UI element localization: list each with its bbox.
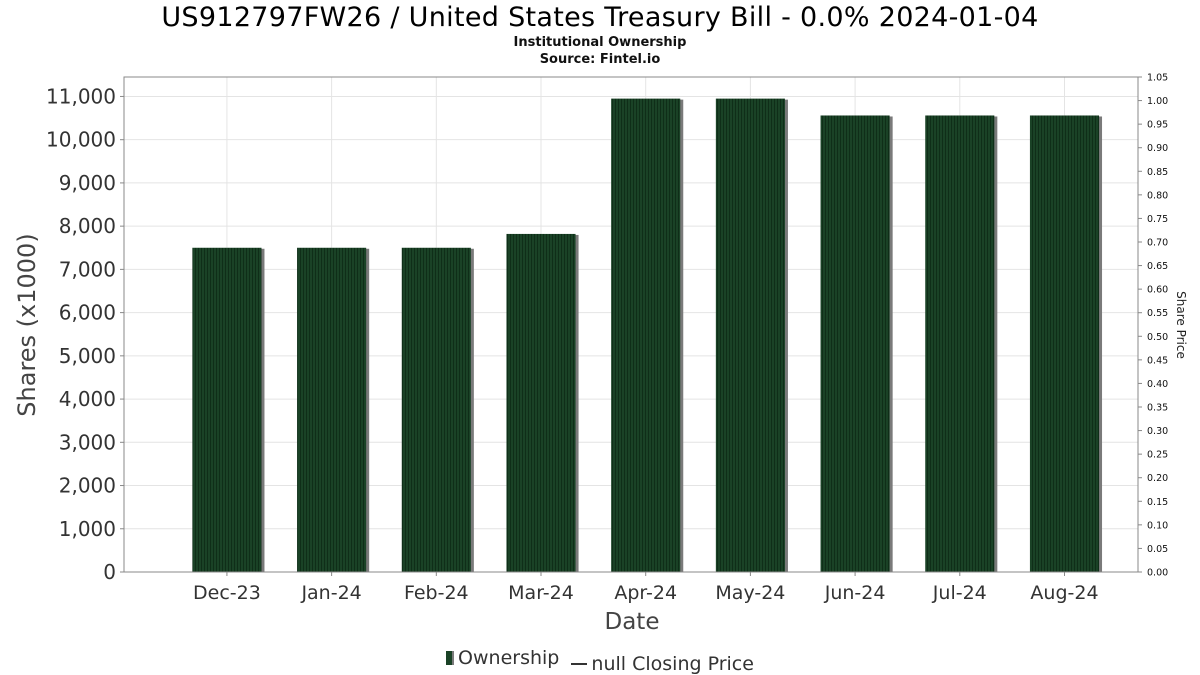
y2-tick-label: 0.15: [1147, 497, 1168, 508]
y2-tick-label: 0.95: [1147, 120, 1168, 131]
y-tick-label: 3,000: [59, 430, 116, 454]
y2-tick-label: 0.80: [1147, 190, 1168, 201]
y2-tick-label: 0.55: [1147, 308, 1168, 319]
y2-tick-label: 0.90: [1147, 143, 1168, 154]
y2-tick-label: 0.85: [1147, 167, 1168, 178]
axes-layer: [123, 76, 1139, 573]
legend: Ownership null Closing Price: [0, 647, 1200, 675]
y-axis-title: Shares (x1000): [13, 233, 41, 416]
bars-layer: [192, 98, 1103, 573]
y2-tick-label: 1.00: [1147, 96, 1168, 107]
bar: [715, 98, 785, 572]
y2-tick-label: 0.70: [1147, 238, 1168, 249]
x-tick-label: Dec-23: [193, 582, 261, 604]
plot-frame: [123, 76, 1139, 573]
bar: [192, 247, 262, 572]
x-tick-label: Feb-24: [404, 582, 469, 604]
y-tick-label: 11,000: [46, 84, 116, 108]
y-tick-label: 9,000: [59, 171, 116, 195]
line-swatch-icon: [571, 663, 588, 665]
y-tick-label: 7,000: [59, 257, 116, 281]
y-tick-label: 4,000: [59, 387, 116, 411]
y2-tick-label: 0.50: [1147, 332, 1168, 343]
y2-tick-label: 0.25: [1147, 450, 1168, 461]
x-tick-label: Apr-24: [614, 582, 677, 604]
bar-swatch-icon: [446, 651, 455, 665]
legend-item-ownership: Ownership: [446, 647, 559, 669]
x-tick-label: Mar-24: [508, 582, 574, 604]
y2-tick-label: 0.10: [1147, 520, 1168, 531]
x-tick-label: Aug-24: [1030, 582, 1098, 604]
chart-subtitle: Institutional Ownership: [513, 35, 687, 50]
y2-tick-label: 1.05: [1147, 73, 1168, 84]
bar: [401, 247, 471, 572]
chart-canvas: 0 1,000 2,000 3,000 4,000 5,000 6,000 7,000 8,00…: [13, 73, 1188, 636]
bar: [820, 115, 890, 572]
y-tick-label: 10,000: [46, 128, 116, 152]
ticks-layer: 0 1,000 2,000 3,000 4,000 5,000 6,000 7,000 8,00…: [46, 73, 1168, 605]
y2-tick-label: 0.00: [1147, 568, 1168, 579]
chart-title: US912797FW26 / United States Treasury Bi…: [161, 2, 1039, 33]
x-axis-title: Date: [605, 609, 660, 635]
y-tick-label: 5,000: [59, 344, 116, 368]
y2-tick-label: 0.40: [1147, 379, 1168, 390]
legend-item-closing-price: null Closing Price: [569, 653, 754, 675]
y2-tick-label: 0.75: [1147, 214, 1168, 225]
y-tick-label: 0: [103, 560, 116, 584]
y2-tick-label: 0.35: [1147, 403, 1168, 414]
y-tick-label: 1,000: [59, 517, 116, 541]
y-tick-label: 8,000: [59, 214, 116, 238]
y2-tick-label: 0.05: [1147, 544, 1168, 555]
legend-label-ownership: Ownership: [458, 647, 560, 669]
y2-axis-title: Share Price: [1174, 291, 1188, 359]
chart-source: Source: Fintel.io: [539, 52, 661, 67]
y-tick-label: 2,000: [59, 474, 116, 498]
y2-tick-label: 0.45: [1147, 355, 1168, 366]
x-tick-label: Jun-24: [824, 582, 886, 604]
y2-tick-label: 0.60: [1147, 285, 1168, 296]
bar: [506, 233, 576, 573]
legend-label-closing-price: null Closing Price: [591, 653, 754, 675]
bar: [925, 115, 995, 572]
y2-tick-label: 0.30: [1147, 426, 1168, 437]
bar: [297, 247, 367, 572]
bar: [611, 98, 681, 572]
x-tick-label: Jan-24: [300, 582, 361, 604]
y2-tick-label: 0.65: [1147, 261, 1168, 272]
y-tick-label: 6,000: [59, 301, 116, 325]
y2-tick-label: 0.20: [1147, 473, 1168, 484]
x-tick-label: Jul-24: [932, 582, 987, 604]
bar: [1029, 115, 1100, 572]
x-tick-label: May-24: [715, 582, 785, 604]
